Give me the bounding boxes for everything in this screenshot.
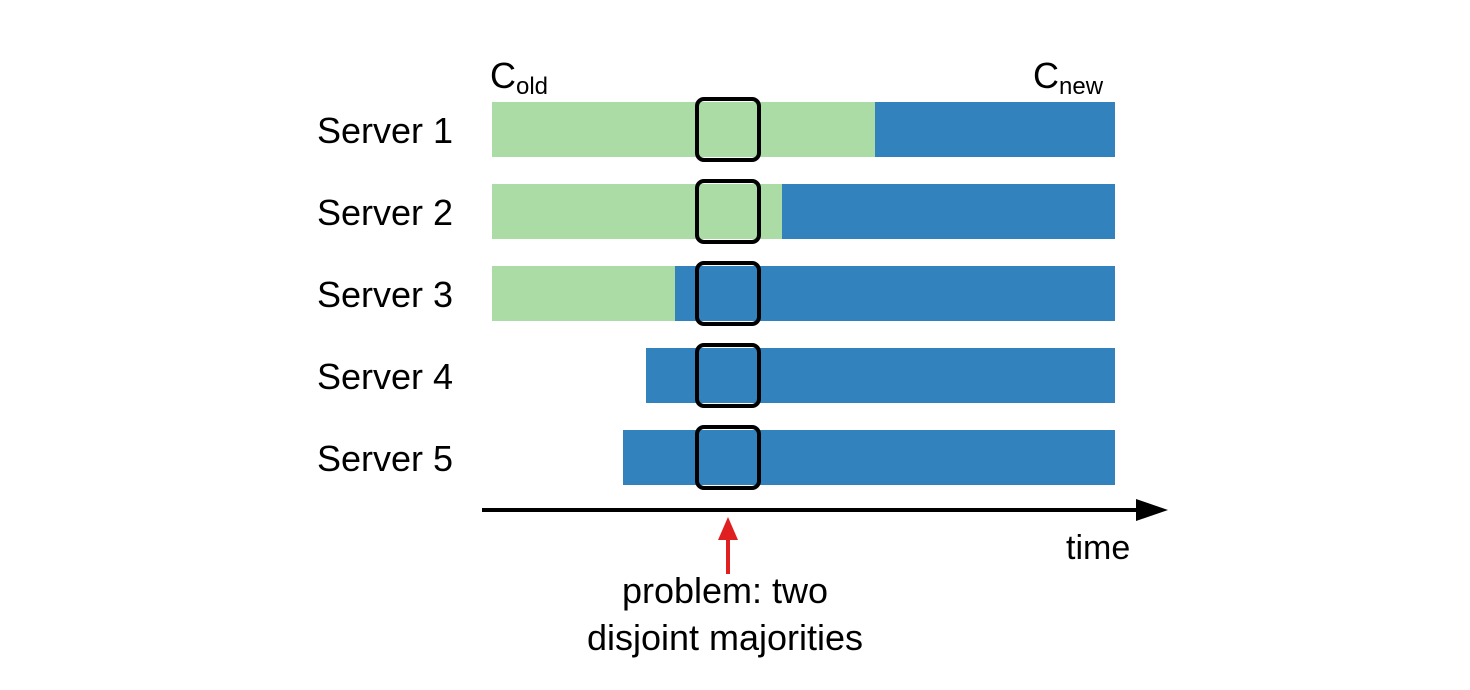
c-old-label: Cold bbox=[490, 55, 548, 100]
highlight-box-3 bbox=[695, 261, 761, 326]
c-new-sub: new bbox=[1059, 73, 1104, 100]
server-1-old-bar bbox=[492, 102, 876, 157]
problem-annotation-line-1: problem: two bbox=[622, 570, 828, 611]
c-old-main: C bbox=[490, 55, 516, 96]
highlight-box-1 bbox=[695, 97, 761, 162]
highlight-box-4 bbox=[695, 343, 761, 408]
server-label-4: Server 4 bbox=[317, 356, 453, 397]
time-axis-label: time bbox=[1066, 529, 1130, 567]
server-label-5: Server 5 bbox=[317, 438, 453, 479]
problem-annotation-line-2: disjoint majorities bbox=[587, 617, 863, 658]
server-3-old-bar bbox=[492, 266, 676, 321]
server-5-new-bar bbox=[623, 430, 1115, 485]
problem-arrowhead bbox=[718, 517, 738, 540]
c-old-sub: old bbox=[516, 73, 548, 100]
server-3-new-bar bbox=[675, 266, 1115, 321]
server-1-new-bar bbox=[875, 102, 1115, 157]
server-2-old-bar bbox=[492, 184, 783, 239]
server-label-3: Server 3 bbox=[317, 274, 453, 315]
server-label-1: Server 1 bbox=[317, 110, 453, 151]
c-new-main: C bbox=[1033, 55, 1059, 96]
server-2-new-bar bbox=[782, 184, 1115, 239]
server-4-new-bar bbox=[646, 348, 1115, 403]
server-label-2: Server 2 bbox=[317, 192, 453, 233]
time-axis-arrowhead bbox=[1136, 499, 1168, 521]
c-new-label: Cnew bbox=[1033, 55, 1104, 100]
highlight-box-5 bbox=[695, 425, 761, 490]
highlight-box-2 bbox=[695, 179, 761, 244]
